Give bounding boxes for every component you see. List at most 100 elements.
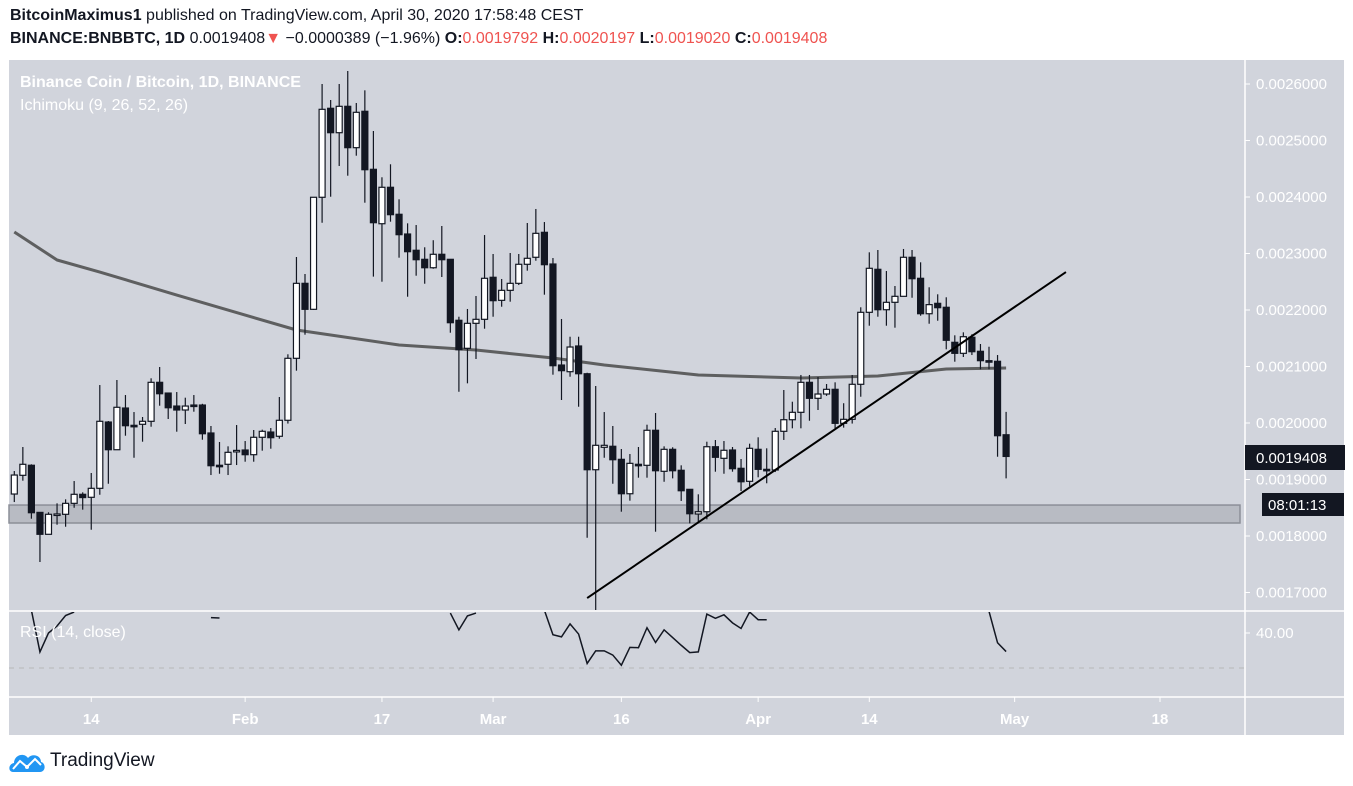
candle-body (592, 444, 600, 471)
tradingview-logo[interactable]: TradingView (8, 749, 155, 773)
candle-body (472, 318, 480, 324)
candle-body (258, 430, 266, 438)
time-tick-label: May (1000, 711, 1030, 728)
support-zone-layer (8, 504, 1241, 524)
candle-body (874, 268, 882, 311)
rsi-line[interactable] (30, 610, 75, 655)
candle (498, 278, 506, 307)
candle (250, 430, 258, 462)
countdown-box (1262, 493, 1344, 516)
candle-body (96, 420, 104, 489)
candle (70, 481, 78, 508)
candle (780, 390, 788, 440)
symbol-info: BINANCE:BNBBTC, 1D 0.0019408▼ −0.0000389… (10, 30, 827, 48)
trend-line[interactable] (586, 271, 1067, 599)
candle (429, 240, 437, 269)
candle (540, 222, 549, 295)
candle-body (10, 474, 18, 495)
candle (44, 512, 53, 535)
candle (378, 177, 386, 282)
candle (617, 448, 625, 512)
candle (386, 164, 395, 222)
candle-body (429, 253, 437, 269)
candle (874, 249, 882, 317)
candle-body (711, 446, 720, 458)
chart-background (9, 60, 1344, 735)
candle (583, 372, 591, 538)
candle (344, 71, 352, 176)
close-value: 0.0019408 (751, 30, 828, 47)
candle (506, 252, 514, 302)
candle-body (215, 464, 224, 468)
rsi-tick-label: 40.00 (1256, 625, 1294, 642)
candle-body (600, 444, 608, 448)
candle-body (121, 407, 130, 427)
candle-body (643, 429, 651, 466)
legend-indicator[interactable]: Ichimoku (9, 26, 52, 26) (20, 97, 189, 114)
time-tick-label: Mar (480, 711, 507, 728)
candle (634, 447, 643, 478)
candle-body (506, 282, 514, 291)
price-change: −0.0000389 (−1.96%) (285, 30, 441, 47)
candle-body (147, 381, 155, 422)
price-tick-label: 0.0024000 (1256, 189, 1327, 206)
candle-body (822, 388, 831, 395)
price-tick-label: 0.0017000 (1256, 585, 1327, 602)
candle (1002, 411, 1010, 479)
candle (976, 344, 985, 370)
candle (745, 443, 754, 487)
candle-body (993, 360, 1002, 437)
candle-body (327, 107, 335, 134)
candle (164, 392, 172, 419)
candle (361, 90, 369, 203)
candle-body (455, 319, 463, 351)
candle (771, 428, 779, 473)
time-tick-label: 16 (613, 711, 630, 728)
candle-body (463, 322, 472, 349)
price-axis[interactable]: 0.0026000 0.0025000 0.0024000 0.0023000 0.00… (1245, 76, 1327, 642)
candle (455, 316, 463, 392)
price-tick-label: 0.0020000 (1256, 415, 1327, 432)
candle (335, 84, 343, 166)
close-label: C: (734, 30, 752, 47)
candle (104, 421, 112, 484)
candle-body (267, 431, 275, 439)
author-name[interactable]: BitcoinMaximus1 (10, 7, 142, 24)
candle (61, 499, 70, 527)
time-tick-label: 18 (1152, 711, 1169, 728)
price-tick-label: 0.0021000 (1256, 359, 1327, 376)
candle-body (557, 364, 566, 372)
candle-body (173, 405, 181, 411)
legend-rsi[interactable]: RSI (14, close) (20, 624, 126, 641)
candle (233, 425, 241, 466)
candle-body (36, 511, 44, 535)
legend-title[interactable]: Binance Coin / Bitcoin, 1D, BINANCE (20, 74, 301, 91)
support-zone[interactable] (8, 504, 1241, 524)
candle-body (574, 345, 583, 375)
candle-body (53, 513, 61, 517)
high-label: H: (542, 30, 560, 47)
candle (831, 382, 839, 429)
candle (292, 257, 301, 371)
candle-body (908, 256, 916, 280)
candle (275, 397, 283, 439)
candle (651, 412, 660, 532)
candle-body (489, 276, 497, 302)
candle (489, 254, 497, 317)
candle (215, 441, 224, 474)
rsi-line[interactable] (449, 612, 477, 632)
candle (557, 318, 566, 401)
rsi-line[interactable] (988, 611, 1007, 653)
candle (138, 417, 147, 442)
candle (566, 336, 574, 377)
time-axis[interactable]: 14 Feb 17 Mar 16 Apr 14 May 18 (83, 697, 1168, 728)
candle-body (677, 469, 685, 492)
candle (190, 395, 198, 412)
rsi-line[interactable] (544, 610, 767, 667)
candle (130, 412, 138, 458)
candle (309, 196, 318, 310)
candle-body (617, 458, 625, 495)
candle (703, 441, 711, 520)
candle-body (916, 277, 925, 315)
